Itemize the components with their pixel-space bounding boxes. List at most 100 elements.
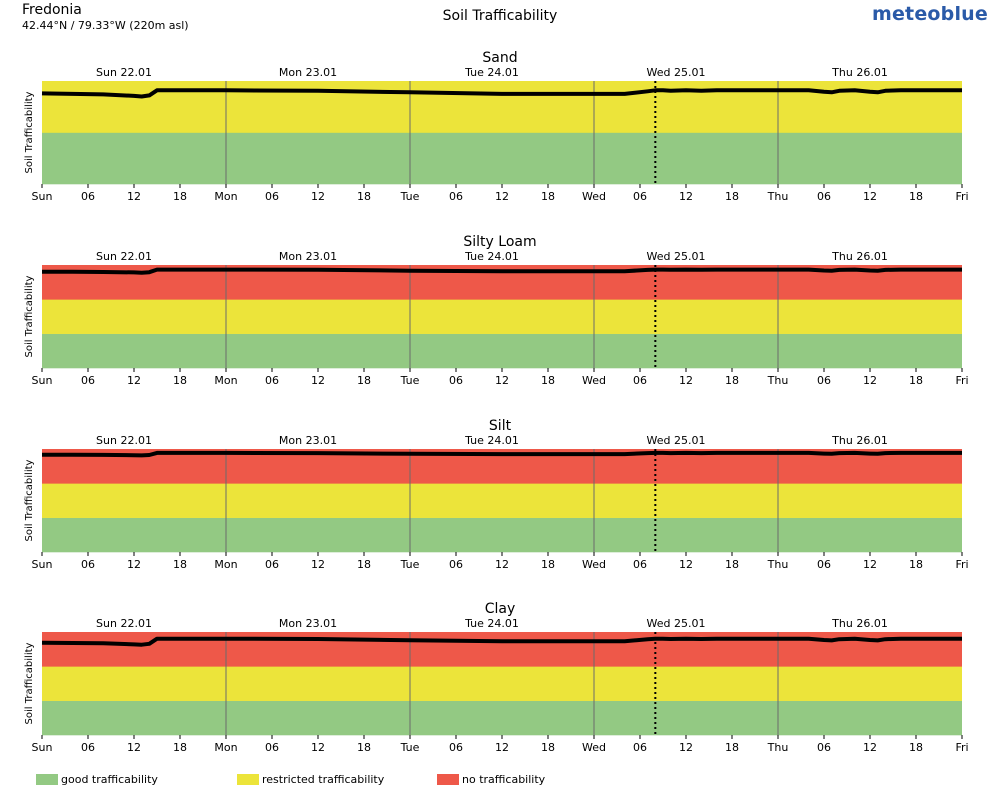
x-tick-label: 18 [173, 190, 187, 203]
legend-label-good: good trafficability [61, 773, 158, 786]
x-tick-label: 18 [541, 374, 555, 387]
x-tick-label: 12 [679, 190, 693, 203]
legend-item-good: good trafficability [36, 773, 158, 786]
legend: good trafficability restricted trafficab… [0, 773, 1000, 789]
x-tick-label: 12 [863, 558, 877, 571]
x-tick-label: Mon [214, 374, 237, 387]
x-tick-label: Fri [955, 374, 968, 387]
day-label: Wed 25.01 [647, 617, 706, 630]
x-tick-label: Tue [400, 741, 420, 754]
x-tick-label: 18 [357, 190, 371, 203]
x-tick-label: 06 [449, 558, 463, 571]
x-tick-label: 06 [449, 374, 463, 387]
x-tick-label: 12 [495, 558, 509, 571]
x-tick-label: Tue [400, 190, 420, 203]
day-label: Mon 23.01 [279, 250, 337, 263]
x-tick-label: 06 [817, 558, 831, 571]
x-tick-label: 06 [633, 190, 647, 203]
x-tick-label: Wed [582, 558, 606, 571]
day-label: Thu 26.01 [831, 434, 888, 447]
x-tick-label: Mon [214, 741, 237, 754]
legend-swatch-good [36, 774, 58, 785]
trafficability-line [42, 450, 962, 458]
x-tick-label: 18 [541, 190, 555, 203]
band-restricted [42, 299, 962, 334]
day-label: Thu 26.01 [831, 250, 888, 263]
x-tick-label: Mon [214, 190, 237, 203]
x-tick-label: 18 [909, 190, 923, 203]
band-restricted [42, 483, 962, 518]
day-label: Sun 22.01 [96, 250, 152, 263]
day-label: Sun 22.01 [96, 434, 152, 447]
legend-item-restricted: restricted trafficability [237, 773, 384, 786]
x-tick-label: 12 [495, 190, 509, 203]
x-tick-label: 12 [127, 558, 141, 571]
panel-silt: Silt Sun 22.01 Mon 23.01 Tue 24.01 Wed 25.01… [24, 418, 969, 571]
x-tick-label: 12 [127, 190, 141, 203]
x-tick-label: Thu [767, 558, 789, 571]
x-tick-label: 18 [357, 741, 371, 754]
day-label: Tue 24.01 [464, 66, 519, 79]
x-tick-label: Mon [214, 558, 237, 571]
trafficability-line [41, 88, 962, 99]
x-tick-label: 18 [909, 558, 923, 571]
x-tick-label: 18 [725, 741, 739, 754]
day-label: Sun 22.01 [96, 617, 152, 630]
day-label: Tue 24.01 [464, 250, 519, 263]
x-tick-label: 06 [265, 374, 279, 387]
trafficability-line [41, 636, 962, 647]
x-tick-label: 18 [173, 558, 187, 571]
band-good [42, 517, 962, 553]
x-tick-label: Sun [32, 741, 53, 754]
day-label: Tue 24.01 [464, 434, 519, 447]
trafficability-line [42, 267, 962, 275]
x-tick-label: 18 [541, 741, 555, 754]
y-axis-label: Soil Trafficability [24, 275, 35, 357]
x-tick-label: 18 [725, 374, 739, 387]
x-tick-label: 06 [633, 374, 647, 387]
x-tick-label: 18 [357, 374, 371, 387]
x-tick-label: 18 [725, 558, 739, 571]
x-tick-label: 12 [679, 374, 693, 387]
legend-label-none: no trafficability [462, 773, 546, 786]
x-tick-label: 12 [311, 374, 325, 387]
day-label: Mon 23.01 [279, 434, 337, 447]
x-tick-label: Wed [582, 741, 606, 754]
x-tick-label: 06 [633, 741, 647, 754]
band-good [42, 132, 962, 185]
x-tick-label: 06 [817, 190, 831, 203]
x-tick-label: 18 [357, 558, 371, 571]
y-axis-label: Soil Trafficability [24, 642, 35, 724]
band-good [42, 333, 962, 369]
location-name: Fredonia [22, 2, 82, 18]
x-tick-label: 12 [311, 558, 325, 571]
x-tick-label: Thu [767, 190, 789, 203]
charts-area: Sand Sun 22.01 Mon 23.01 Tue 24.01 Wed 25.01… [24, 50, 969, 754]
x-tick-label: 12 [127, 741, 141, 754]
page-title: Soil Trafficability [442, 8, 558, 24]
x-tick-label: 06 [81, 190, 95, 203]
panel-title: Silty Loam [463, 234, 536, 250]
panel-sand: Sand Sun 22.01 Mon 23.01 Tue 24.01 Wed 25.01… [24, 50, 969, 203]
x-tick-label: Wed [582, 190, 606, 203]
x-tick-label: 12 [495, 374, 509, 387]
x-tick-label: 18 [173, 374, 187, 387]
x-tick-label: 06 [265, 741, 279, 754]
x-tick-label: Wed [582, 374, 606, 387]
x-tick-label: 06 [265, 190, 279, 203]
panel-clay: Clay Sun 22.01 Mon 23.01 Tue 24.01 Wed 25.01… [24, 601, 969, 754]
x-tick-label: Thu [767, 741, 789, 754]
day-label: Mon 23.01 [279, 66, 337, 79]
brand-logo[interactable]: meteoblue [871, 3, 988, 25]
x-tick-label: 18 [909, 741, 923, 754]
x-tick-label: Sun [32, 558, 53, 571]
panel-silty-loam: Silty Loam Sun 22.01 Mon 23.01 Tue 24.01 Wed… [24, 234, 969, 387]
x-tick-label: 06 [817, 741, 831, 754]
x-tick-label: Sun [32, 190, 53, 203]
x-tick-label: 06 [449, 741, 463, 754]
x-tick-label: 12 [679, 741, 693, 754]
y-axis-label: Soil Trafficability [24, 459, 35, 541]
x-tick-label: 06 [81, 558, 95, 571]
x-tick-label: Sun [32, 374, 53, 387]
legend-swatch-none [437, 774, 459, 785]
